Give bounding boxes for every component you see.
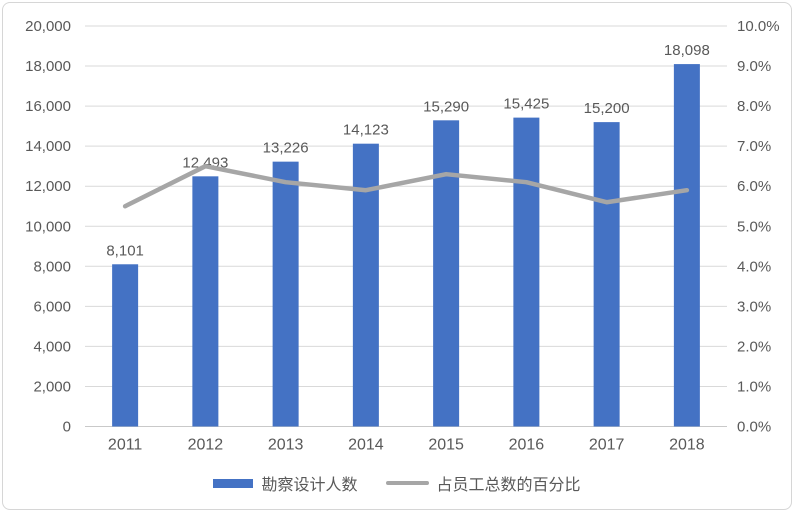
left-axis-tick-label: 14,000 bbox=[25, 138, 71, 155]
x-axis-tick-label: 2016 bbox=[509, 437, 545, 454]
bar-data-label: 15,290 bbox=[423, 98, 469, 115]
bar-2015 bbox=[433, 120, 460, 427]
right-axis-tick-label: 10.0% bbox=[737, 18, 780, 35]
bar-2017 bbox=[593, 122, 620, 427]
right-axis-tick-label: 4.0% bbox=[737, 258, 771, 275]
x-axis-tick-label: 2012 bbox=[188, 437, 224, 454]
left-axis-tick-label: 8,000 bbox=[33, 258, 71, 275]
left-axis-tick-label: 4,000 bbox=[33, 338, 71, 355]
left-axis-tick-label: 10,000 bbox=[25, 218, 71, 235]
bar-data-label: 13,226 bbox=[263, 140, 309, 157]
right-axis-tick-label: 0.0% bbox=[737, 419, 771, 436]
bar-2011 bbox=[112, 264, 139, 427]
right-axis-tick-label: 1.0% bbox=[737, 378, 771, 395]
left-axis-tick-label: 20,000 bbox=[25, 18, 71, 35]
right-axis-tick-label: 7.0% bbox=[737, 138, 771, 155]
right-axis-tick-label: 3.0% bbox=[737, 298, 771, 315]
legend-label-line-series: 占员工总数的百分比 bbox=[436, 477, 581, 494]
left-axis-tick-label: 18,000 bbox=[25, 58, 71, 75]
left-axis-tick-label: 16,000 bbox=[25, 98, 71, 115]
combo-chart: 0 2,000 4,000 6,000 8,000 10,000 12,000 14,000 1… bbox=[25, 18, 780, 454]
right-axis-tick-label: 9.0% bbox=[737, 58, 771, 75]
x-axis-tick-label: 2015 bbox=[428, 437, 464, 454]
legend-item-line-series: 占员工总数的百分比 bbox=[385, 471, 581, 495]
x-axis-tick-label: 2013 bbox=[268, 437, 304, 454]
bar-data-label: 14,123 bbox=[343, 122, 389, 139]
x-axis-tick-label: 2018 bbox=[669, 437, 705, 454]
x-axis-tick-label: 2017 bbox=[589, 437, 625, 454]
chart-legend: 勘察设计人数 占员工总数的百分比 bbox=[3, 471, 791, 495]
bar-data-label: 15,425 bbox=[503, 96, 549, 113]
right-axis-tick-label: 8.0% bbox=[737, 98, 771, 115]
x-axis-tick-label: 2011 bbox=[108, 437, 143, 454]
bar-data-label: 8,101 bbox=[106, 242, 144, 259]
bar-2016 bbox=[513, 117, 540, 427]
legend-item-bar-series: 勘察设计人数 bbox=[213, 471, 358, 495]
right-axis-tick-label: 5.0% bbox=[737, 218, 771, 235]
left-axis-tick-label: 6,000 bbox=[33, 298, 71, 315]
bar-data-label: 18,098 bbox=[664, 42, 710, 59]
x-axis-tick-label: 2014 bbox=[348, 437, 384, 454]
bar-2012 bbox=[192, 176, 219, 427]
bar-2018 bbox=[673, 64, 700, 427]
chart-frame: 0 2,000 4,000 6,000 8,000 10,000 12,000 14,000 1… bbox=[2, 2, 792, 510]
left-axis-tick-label: 12,000 bbox=[25, 178, 71, 195]
line-series-swatch-icon bbox=[385, 481, 429, 485]
legend-label-bar-series: 勘察设计人数 bbox=[261, 477, 358, 494]
bar-series-swatch-icon bbox=[213, 478, 254, 488]
percentage-line bbox=[122, 163, 690, 209]
bar-data-label: 15,200 bbox=[584, 100, 630, 117]
left-axis-tick-label: 2,000 bbox=[33, 378, 71, 395]
bar-2013 bbox=[272, 161, 299, 427]
right-axis-tick-label: 2.0% bbox=[737, 338, 771, 355]
left-axis-tick-label: 0 bbox=[63, 419, 71, 436]
right-axis-tick-label: 6.0% bbox=[737, 178, 771, 195]
